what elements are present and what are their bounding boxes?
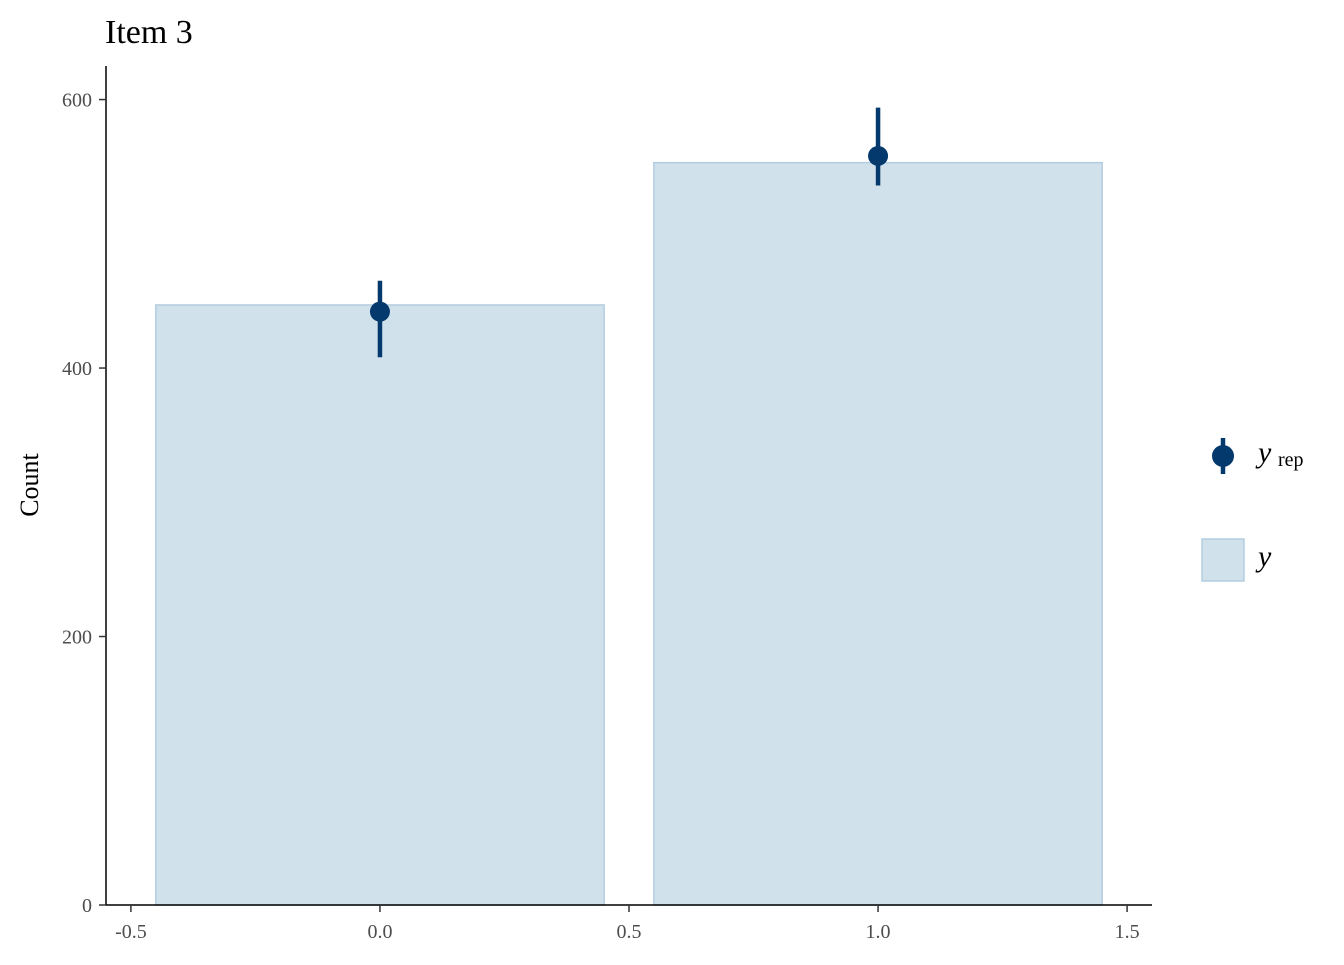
y-axis-title: Count: [15, 452, 44, 516]
y-tick-label-1: 200: [62, 627, 92, 649]
legend-y-swatch: [1201, 538, 1245, 582]
bar-1: [653, 161, 1103, 906]
chart-title: Item 3: [105, 14, 193, 51]
legend-y-label: y: [1255, 540, 1272, 573]
plot-area: [155, 107, 1103, 906]
x-tick-label-2: 0.5: [617, 921, 642, 943]
x-tick-label-3: 1.0: [866, 921, 891, 943]
legend-yrep-label: y: [1255, 436, 1272, 469]
point-1: [868, 145, 889, 166]
x-tick-label-4: 1.5: [1115, 921, 1140, 943]
legend-yrep-subscript: rep: [1278, 449, 1304, 471]
x-tick-label-0: -0.5: [115, 921, 147, 943]
axes: 0 200 400 600 -0.5 0.0 0.5 1.0 1.5: [62, 66, 1152, 943]
y-tick-label-2: 400: [62, 358, 92, 380]
y-tick-label-0: 0: [82, 895, 92, 917]
bar-0: [155, 304, 605, 906]
point-0: [369, 301, 390, 322]
y-tick-label-3: 600: [62, 90, 92, 112]
legend-yrep-point: [1212, 445, 1234, 467]
x-tick-label-1: 0.0: [367, 921, 392, 943]
